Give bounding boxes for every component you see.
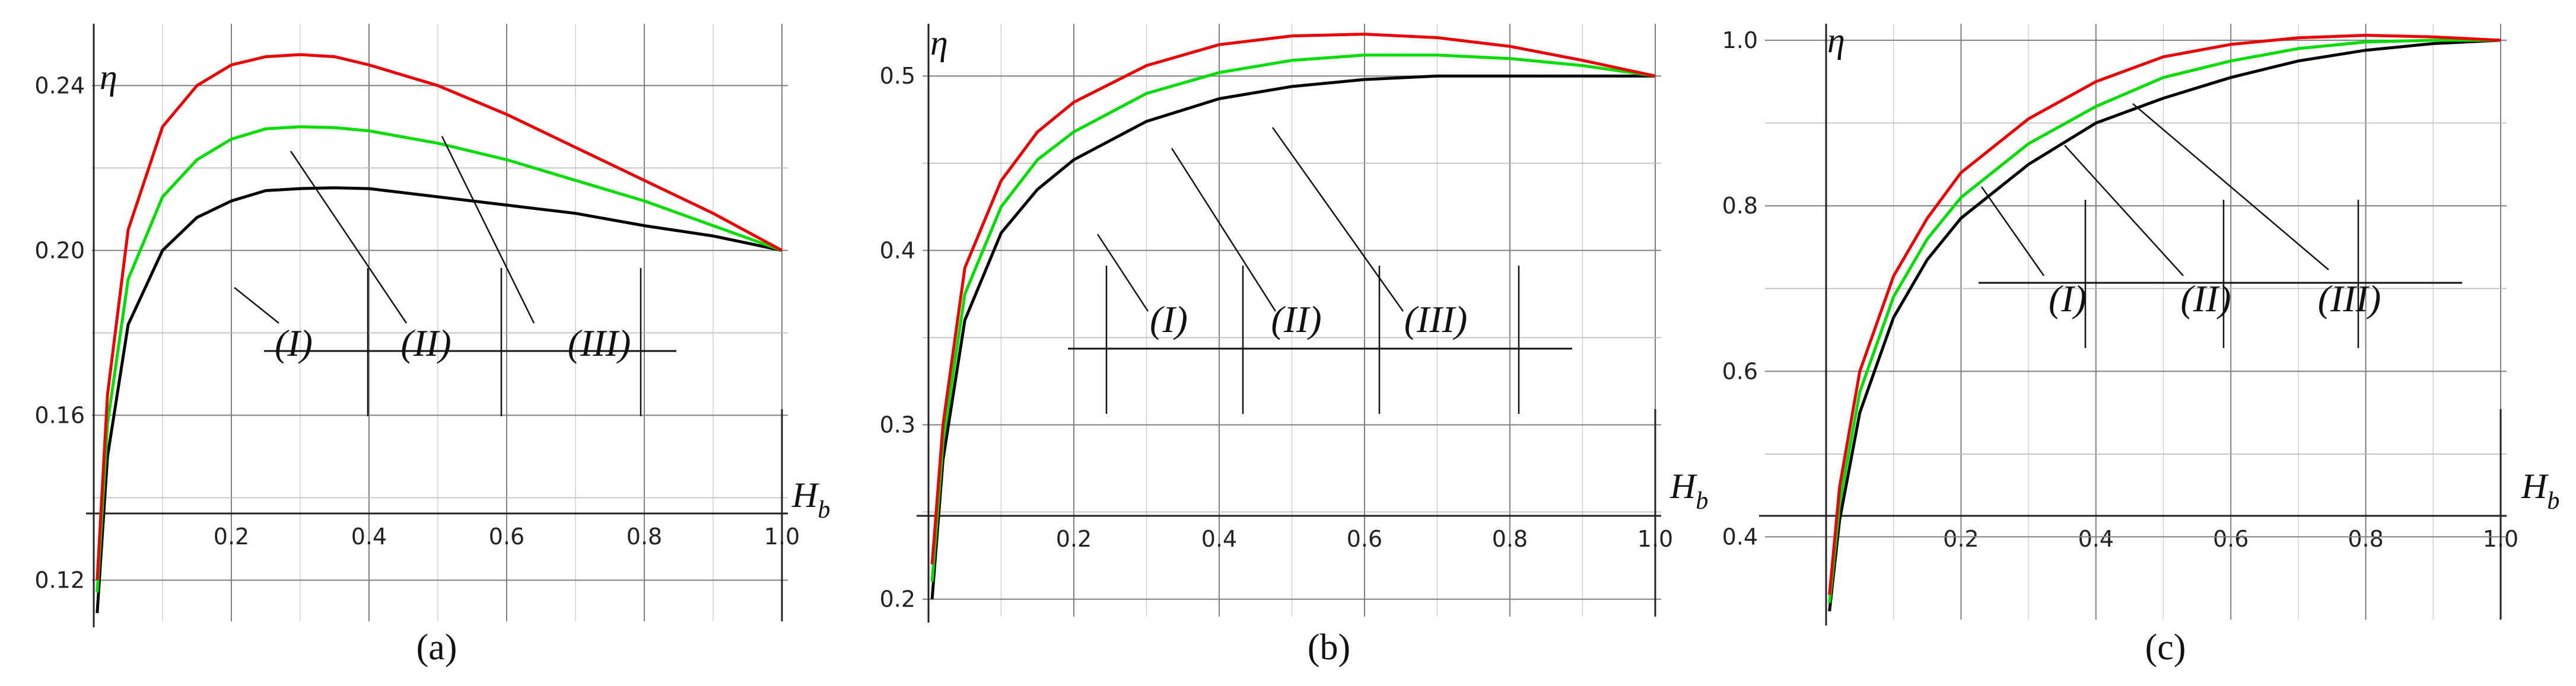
y-tick-label: 0.12 xyxy=(34,567,85,593)
curve-label: (III) xyxy=(568,322,631,364)
y-tick-label: 0.16 xyxy=(34,402,85,428)
y-tick-label: 0.5 xyxy=(880,63,915,89)
curve-label: (I) xyxy=(2049,277,2087,320)
y-tick-label: 0.24 xyxy=(34,72,85,98)
y-tick-label: 0.2 xyxy=(880,586,915,612)
leader-line xyxy=(1271,127,1404,312)
y-axis-label: η xyxy=(100,58,117,97)
leader-line xyxy=(1171,148,1277,312)
y-tick-label: 0.4 xyxy=(880,237,915,263)
leader-line xyxy=(1096,234,1149,312)
x-tick-label: 0.6 xyxy=(489,524,524,550)
x-tick-label: 0.6 xyxy=(1347,526,1382,552)
panel-caption: (c) xyxy=(2145,627,2186,668)
curve-label: (II) xyxy=(2180,277,2231,320)
y-tick-label: 0.8 xyxy=(1722,193,1758,219)
x-tick-label: 0.8 xyxy=(626,524,662,550)
panel-caption: (b) xyxy=(1308,627,1350,668)
x-tick-label: 0.2 xyxy=(1056,526,1092,552)
x-tick-label: 0.6 xyxy=(2213,526,2249,552)
y-tick-label: 0.20 xyxy=(34,237,85,263)
chart-panel-3: 0.2 0.4 0.6 0.8 1.00.40.60.81.0 ηHb(I) (II) (II… xyxy=(1722,21,2560,668)
series-curve-3 xyxy=(1828,34,2501,595)
series-curve-1 xyxy=(96,186,783,614)
x-axis-label: Hb xyxy=(1669,467,1708,515)
curve-label: (III) xyxy=(2318,277,2381,320)
series-curve-2 xyxy=(930,53,1656,582)
x-tick-label: 0.2 xyxy=(1943,526,1979,552)
leader-line xyxy=(441,136,535,324)
x-tick-label: 0.2 xyxy=(214,524,249,550)
y-axis-label: η xyxy=(930,23,948,62)
x-axis-label: Hb xyxy=(2521,467,2559,515)
curve-label: (II) xyxy=(1271,298,1321,340)
x-tick-label: 0.8 xyxy=(1492,526,1528,552)
x-tick-label: 0.8 xyxy=(2348,526,2383,552)
y-tick-label: 0.4 xyxy=(1722,524,1758,550)
x-axis-label: Hb xyxy=(791,476,830,524)
series-curve-2 xyxy=(96,125,783,593)
series-curve-3 xyxy=(930,33,1656,564)
leader-line xyxy=(1980,186,2045,276)
panel-caption: (a) xyxy=(416,627,457,668)
curve-label: (I) xyxy=(275,322,313,364)
series-curve-3 xyxy=(96,53,783,580)
y-axis-label: η xyxy=(1827,21,1845,60)
leader-line xyxy=(2064,145,2184,276)
x-tick-label: 0.4 xyxy=(1201,526,1237,552)
leader-line xyxy=(2132,103,2329,270)
y-tick-label: 0.6 xyxy=(1722,358,1758,384)
x-tick-label: 0.4 xyxy=(2078,526,2114,552)
chart-panel-1: 0.2 0.4 0.6 0.8 1.00.120.160.200.24 ηHb(I) (II… xyxy=(34,24,830,668)
series-curve-1 xyxy=(1828,39,2501,612)
curve-label: (II) xyxy=(400,322,451,364)
leader-line xyxy=(290,151,408,324)
x-tick-label: 0.4 xyxy=(351,524,387,550)
leader-line xyxy=(234,287,279,324)
series-curve-1 xyxy=(930,74,1655,599)
y-tick-label: 1.0 xyxy=(1722,27,1758,53)
series-curve-2 xyxy=(1828,39,2501,604)
y-tick-label: 0.3 xyxy=(880,411,915,438)
curve-label: (III) xyxy=(1404,298,1468,340)
curve-label: (I) xyxy=(1150,298,1188,340)
